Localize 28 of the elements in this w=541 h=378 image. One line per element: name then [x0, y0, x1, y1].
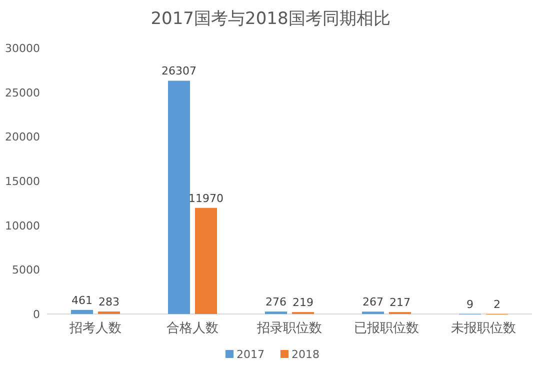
y-tick-label: 0	[33, 308, 40, 321]
y-tick-label: 5000	[12, 264, 40, 277]
y-tick-label: 20000	[5, 130, 40, 144]
x-tick-label: 未报职位数	[451, 321, 516, 336]
data-label: 283	[98, 295, 120, 308]
chart-title: 2017国考与2018国考同期相比	[150, 9, 390, 29]
y-tick-label: 25000	[5, 86, 40, 100]
legend-label: 2018	[292, 348, 320, 361]
data-label: 267	[362, 296, 384, 309]
data-label: 26307	[162, 64, 196, 78]
y-tick-label: 30000	[5, 42, 40, 55]
x-tick-label: 招录职位数	[256, 321, 322, 336]
data-label: 219	[292, 296, 314, 310]
bar	[168, 80, 190, 314]
data-label: 217	[390, 296, 410, 310]
y-tick-label: 10000	[5, 219, 40, 232]
bar	[71, 310, 93, 314]
bar	[195, 208, 217, 314]
data-label: 2	[494, 298, 500, 311]
data-label: 461	[72, 294, 92, 307]
x-tick-label: 招考人数	[68, 321, 122, 336]
x-tick-label: 已报职位数	[354, 321, 419, 336]
bar	[98, 311, 120, 314]
legend-label: 2017	[236, 348, 264, 361]
y-tick-label: 15000	[5, 175, 40, 188]
data-label: 9	[466, 298, 474, 311]
x-tick-label: 合格人数	[166, 321, 218, 336]
data-label: 276	[266, 296, 286, 309]
